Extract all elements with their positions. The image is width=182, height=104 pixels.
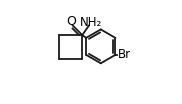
Text: Br: Br [117, 48, 131, 61]
Text: NH₂: NH₂ [80, 16, 102, 29]
Text: O: O [66, 15, 76, 28]
